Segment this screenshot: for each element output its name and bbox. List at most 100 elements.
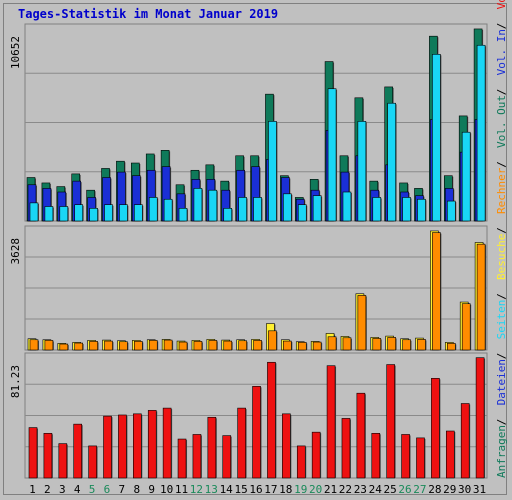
bar-seiten-day-6: [104, 204, 113, 222]
legend-rechner: Rechner: [495, 167, 508, 214]
bar-seiten-day-2: [44, 206, 54, 222]
legend-separator: /: [495, 419, 508, 426]
x-tick-label-day-5: 5: [89, 483, 96, 496]
bar-seiten-day-20: [312, 195, 322, 222]
bar-volumen-day-26: [401, 434, 410, 479]
bar-volumen-day-18: [282, 413, 291, 479]
bar-seiten-day-13: [208, 189, 218, 222]
bar-rechner-day-14: [223, 340, 233, 351]
bar-seiten-day-27: [417, 198, 426, 222]
x-tick-label-day-12: 12: [190, 483, 203, 496]
bar-volumen-day-8: [133, 413, 142, 479]
bar-seiten-day-18: [283, 193, 292, 222]
x-tick-label-day-3: 3: [59, 483, 66, 496]
bar-volumen-day-1: [28, 427, 38, 479]
bar-rechner-day-20: [312, 341, 322, 351]
bar-seiten-day-16: [253, 197, 262, 222]
chart-title: Tages-Statistik im Monat Januar 2019: [18, 7, 279, 21]
bar-rechner-day-6: [104, 340, 113, 351]
bar-seiten-day-10: [163, 198, 173, 222]
legend-separator: /: [495, 23, 508, 30]
bar-seiten-day-19: [297, 204, 307, 222]
legend-separator: /: [495, 89, 508, 96]
x-tick-label-day-10: 10: [160, 483, 173, 496]
bar-rechner-day-7: [119, 341, 128, 351]
bar-seiten-day-1: [29, 202, 39, 222]
bar-volumen-day-12: [192, 434, 202, 479]
y-max-label-3: 81.23: [9, 365, 22, 398]
bar-seiten-day-24: [372, 197, 382, 222]
legend-volumen: Volumen: [495, 0, 508, 9]
bar-rechner-day-26: [402, 339, 411, 351]
bar-volumen-day-23: [356, 392, 366, 479]
legend-besuche: Besuche: [495, 234, 508, 280]
bar-rechner-day-28: [432, 232, 441, 351]
bar-volumen-day-22: [341, 418, 351, 479]
x-tick-label-day-30: 30: [458, 483, 471, 496]
x-tick-label-day-23: 23: [354, 483, 367, 496]
x-tick-label-day-9: 9: [148, 483, 155, 496]
legend-vol-in: Vol. In: [495, 29, 508, 75]
legend-separator: /: [495, 293, 508, 300]
x-tick-label-day-28: 28: [428, 483, 441, 496]
bar-seiten-day-15: [238, 197, 247, 222]
bar-volumen-day-10: [162, 407, 172, 479]
x-tick-label-day-7: 7: [119, 483, 126, 496]
bar-volumen-day-14: [222, 435, 232, 479]
x-tick-label-day-11: 11: [175, 483, 188, 496]
bar-seiten-day-11: [178, 208, 188, 222]
x-tick-label-day-13: 13: [205, 483, 218, 496]
x-tick-label-day-20: 20: [309, 483, 322, 496]
x-tick-label-day-29: 29: [443, 483, 456, 496]
x-tick-label-day-21: 21: [324, 483, 337, 496]
x-tick-label-day-14: 14: [220, 483, 234, 496]
bar-rechner-day-30: [461, 303, 471, 351]
bar-volumen-day-25: [386, 364, 395, 479]
bar-volumen-day-27: [416, 437, 425, 479]
x-tick-label-day-24: 24: [369, 483, 383, 496]
bar-volumen-day-20: [311, 431, 321, 479]
bar-seiten-day-21: [327, 88, 337, 222]
bar-volumen-day-2: [43, 433, 53, 479]
bar-rechner-day-18: [283, 340, 292, 351]
bar-volumen-day-30: [460, 403, 470, 479]
bar-volumen-day-24: [371, 433, 381, 479]
bar-rechner-day-16: [253, 340, 262, 351]
x-tick-label-day-18: 18: [279, 483, 292, 496]
x-tick-label-day-2: 2: [44, 483, 51, 496]
x-tick-label-day-17: 17: [264, 483, 277, 496]
bar-seiten-day-14: [223, 208, 233, 222]
bar-rechner-day-11: [178, 341, 188, 351]
bar-rechner-day-24: [372, 338, 382, 351]
legend-vol-out: Vol. Out: [495, 95, 508, 148]
bar-seiten-day-31: [476, 44, 486, 222]
bar-volumen-day-9: [147, 410, 157, 479]
x-tick-label-day-25: 25: [384, 483, 397, 496]
legend-separator: /: [495, 227, 508, 234]
bar-seiten-day-17: [268, 121, 277, 222]
bar-seiten-day-7: [119, 204, 128, 222]
x-tick-label-day-27: 27: [413, 483, 426, 496]
bar-volumen-day-13: [207, 416, 217, 479]
bar-rechner-day-22: [342, 337, 352, 351]
x-tick-label-day-16: 16: [249, 483, 262, 496]
x-tick-label-day-26: 26: [398, 483, 411, 496]
bar-seiten-day-8: [134, 204, 143, 222]
bar-volumen-day-16: [252, 386, 261, 479]
bar-seiten-day-23: [357, 121, 367, 222]
legend-separator: /: [495, 353, 508, 360]
x-tick-label-day-6: 6: [104, 483, 111, 496]
bar-rechner-day-25: [387, 337, 396, 351]
bar-volumen-day-17: [267, 361, 276, 479]
bar-rechner-day-10: [163, 339, 173, 351]
bar-volumen-day-3: [58, 443, 68, 479]
bar-seiten-day-9: [148, 197, 158, 222]
bar-volumen-day-15: [237, 407, 246, 479]
bar-seiten-day-30: [461, 131, 471, 222]
bar-seiten-day-12: [193, 188, 203, 222]
bar-seiten-day-29: [446, 200, 456, 222]
x-tick-label-day-31: 31: [473, 483, 486, 496]
bar-volumen-day-21: [326, 365, 336, 479]
bar-rechner-day-29: [446, 343, 456, 351]
